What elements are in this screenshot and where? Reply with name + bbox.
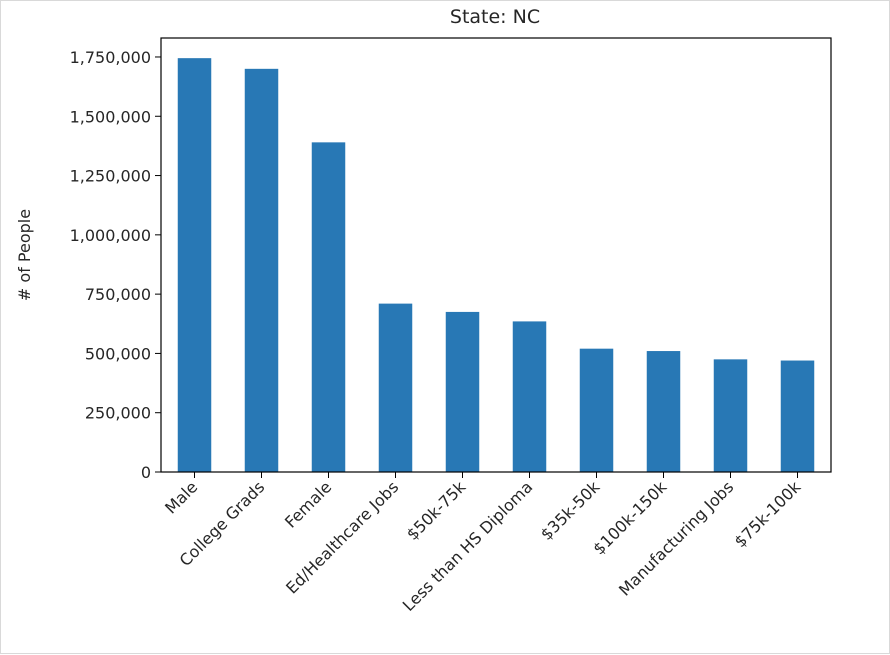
x-tick-label: Ed/Healthcare Jobs — [282, 477, 402, 597]
y-tick-label: 1,750,000 — [70, 48, 151, 67]
bar — [646, 351, 681, 472]
bar — [445, 311, 480, 472]
x-tick-label: Less than HS Diploma — [399, 477, 537, 615]
bar — [780, 360, 815, 472]
x-tick-label: Manufacturing Jobs — [615, 477, 737, 599]
bar — [713, 359, 748, 472]
bar — [579, 348, 614, 472]
y-tick-label: 1,250,000 — [70, 167, 151, 186]
bar — [177, 58, 212, 472]
y-tick-label: 250,000 — [85, 404, 151, 423]
x-tick-label: Female — [281, 477, 335, 531]
y-axis-label: # of People — [15, 209, 34, 301]
bars-group — [177, 58, 815, 473]
y-tick-label: 0 — [141, 463, 151, 482]
bar — [311, 142, 346, 472]
bar — [512, 321, 547, 472]
bar — [244, 68, 279, 473]
x-tick-label: $50k-75k — [403, 477, 470, 544]
y-tick-label: 750,000 — [85, 285, 151, 304]
chart-title: State: NC — [450, 6, 540, 28]
plot-area-border — [160, 37, 832, 473]
x-tick-label: $35k-50k — [537, 477, 604, 544]
y-tick-label: 500,000 — [85, 344, 151, 363]
y-tick-label: 1,000,000 — [70, 226, 151, 245]
bar — [378, 303, 413, 472]
x-tick-label: $75k-100k — [731, 477, 805, 551]
y-tick-label: 1,500,000 — [70, 107, 151, 126]
y-axis: 0 250,000 500,000 750,000 1,000,000 1,250,000… — [70, 48, 161, 482]
x-tick-label: Male — [161, 477, 201, 517]
